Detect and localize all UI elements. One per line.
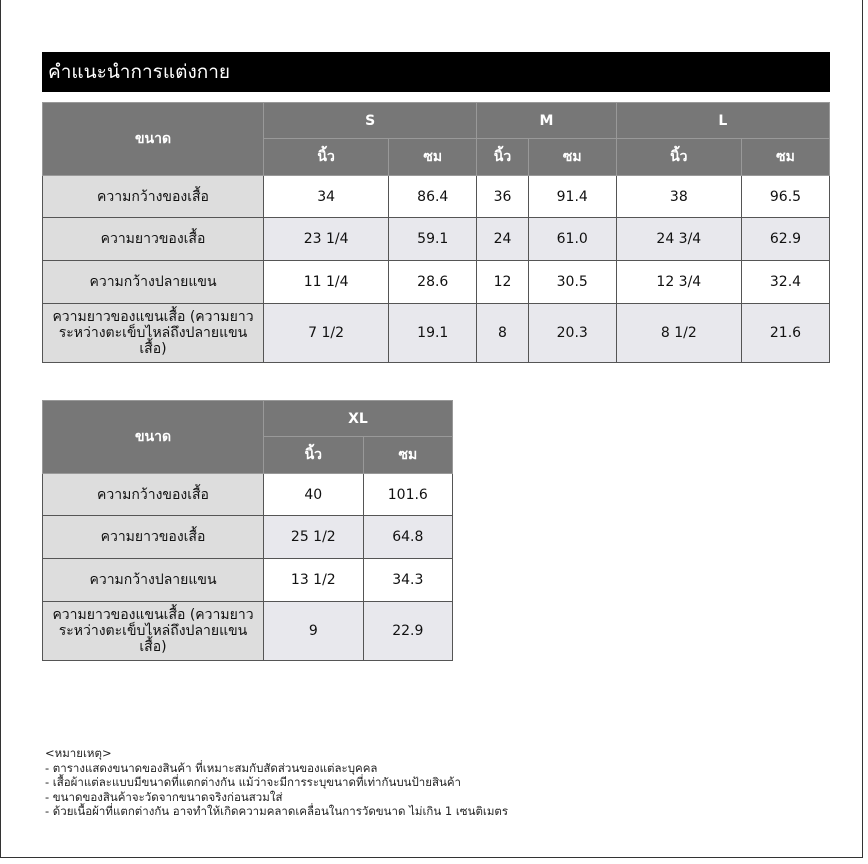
size-column-header: M bbox=[476, 102, 617, 139]
size-header: ขนาด bbox=[42, 400, 264, 474]
cell-value: 13 1/2 bbox=[263, 558, 364, 602]
row-label: ความกว้างของเสื้อ bbox=[42, 473, 264, 516]
cell-value: 28.6 bbox=[388, 260, 478, 304]
cell-value: 19.1 bbox=[388, 303, 478, 363]
cell-value: 91.4 bbox=[527, 175, 617, 218]
cell-value: 59.1 bbox=[388, 217, 478, 261]
table-row: ความกว้างปลายแขน 13 1/2 34.3 bbox=[42, 558, 454, 602]
size-table-xl: ขนาด XL นิ้ว ซม ความกว้างของเสื้อ 40 101.6 ความ… bbox=[42, 400, 454, 661]
cell-value: 23 1/4 bbox=[262, 217, 390, 261]
note-item: - เสื้อผ้าแต่ละแบบมีขนาดที่แตกต่างกัน แม… bbox=[45, 775, 462, 789]
unit-cm-header: ซม bbox=[362, 436, 454, 474]
table-row: ความกว้างของเสื้อ 40 101.6 bbox=[42, 473, 454, 516]
note-item: - ขนาดของสินค้าจะวัดจากขนาดจริงก่อนสวมใส… bbox=[45, 789, 283, 804]
cell-value: 7 1/2 bbox=[262, 303, 390, 363]
cell-value: 21.6 bbox=[740, 303, 831, 363]
cell-value: 34 bbox=[262, 175, 390, 218]
note-item: - ด้วยเนื้อผ้าที่แตกต่างกัน อาจทำให้เกิด… bbox=[45, 804, 509, 818]
notes-heading: <หมายเหตุ> bbox=[45, 746, 112, 760]
table-row: ความยาวของเสื้อ 23 1/4 59.1 24 61.0 24 3/4 62.… bbox=[42, 217, 831, 261]
cell-value: 30.5 bbox=[527, 260, 617, 304]
cell-value: 86.4 bbox=[388, 175, 478, 218]
row-label: ความยาวของเสื้อ bbox=[42, 217, 264, 261]
row-label: ความยาวของเสื้อ bbox=[42, 515, 264, 559]
table-row: ความยาวของแขนเสื้อ (ความยาวระหว่างตะเข็บ… bbox=[42, 303, 831, 363]
size-header: ขนาด bbox=[42, 102, 264, 176]
cell-value: 8 1/2 bbox=[615, 303, 742, 363]
unit-inch-header: นิ้ว bbox=[476, 138, 529, 176]
size-table-s-m-l: ขนาด S M L นิ้ว ซม นิ้ว ซม นิ้ว ซม ความกว้างของเสื… bbox=[42, 102, 831, 363]
cell-value: 22.9 bbox=[362, 601, 454, 661]
row-label: ความกว้างปลายแขน bbox=[42, 260, 264, 304]
table-row: ความกว้างปลายแขน 11 1/4 28.6 12 30.5 12 3/4 32… bbox=[42, 260, 831, 304]
size-column-header: S bbox=[262, 102, 478, 139]
cell-value: 20.3 bbox=[527, 303, 617, 363]
row-label: ความยาวของแขนเสื้อ (ความยาวระหว่างตะเข็บ… bbox=[42, 601, 264, 661]
cell-value: 25 1/2 bbox=[263, 515, 364, 559]
unit-inch-header: นิ้ว bbox=[263, 436, 364, 474]
cell-value: 8 bbox=[476, 303, 529, 363]
unit-cm-header: ซม bbox=[388, 138, 478, 176]
cell-value: 61.0 bbox=[527, 217, 617, 261]
cell-value: 34.3 bbox=[362, 558, 454, 602]
cell-value: 36 bbox=[476, 175, 529, 218]
cell-value: 9 bbox=[263, 601, 364, 661]
cell-value: 11 1/4 bbox=[262, 260, 390, 304]
note-item: - ตารางแสดงขนาดของสินค้า ที่เหมาะสมกับสั… bbox=[45, 760, 378, 775]
unit-cm-header: ซม bbox=[527, 138, 617, 176]
cell-value: 24 3/4 bbox=[615, 217, 742, 261]
size-column-header: XL bbox=[263, 400, 453, 437]
cell-value: 32.4 bbox=[740, 260, 831, 304]
size-column-header: L bbox=[615, 102, 831, 139]
unit-inch-header: นิ้ว bbox=[615, 138, 742, 176]
cell-value: 96.5 bbox=[740, 175, 831, 218]
notes: <หมายเหตุ> - ตารางแสดงขนาดของสินค้า ที่เ… bbox=[45, 746, 508, 819]
row-label: ความกว้างของเสื้อ bbox=[42, 175, 264, 218]
table-row: ความยาวของแขนเสื้อ (ความยาวระหว่างตะเข็บ… bbox=[42, 601, 454, 661]
cell-value: 64.8 bbox=[362, 515, 454, 559]
row-label: ความกว้างปลายแขน bbox=[42, 558, 264, 602]
cell-value: 12 3/4 bbox=[615, 260, 742, 304]
page-title: คำแนะนำการแต่งกาย bbox=[42, 52, 830, 92]
row-label: ความยาวของแขนเสื้อ (ความยาวระหว่างตะเข็บ… bbox=[42, 303, 264, 363]
table-row: ความกว้างของเสื้อ 34 86.4 36 91.4 38 96.5 bbox=[42, 175, 831, 218]
cell-value: 101.6 bbox=[362, 473, 454, 516]
cell-value: 12 bbox=[476, 260, 529, 304]
table-row: ความยาวของเสื้อ 25 1/2 64.8 bbox=[42, 515, 454, 559]
unit-cm-header: ซม bbox=[740, 138, 831, 176]
cell-value: 62.9 bbox=[740, 217, 831, 261]
cell-value: 24 bbox=[476, 217, 529, 261]
unit-inch-header: นิ้ว bbox=[262, 138, 390, 176]
cell-value: 40 bbox=[263, 473, 364, 516]
cell-value: 38 bbox=[615, 175, 742, 218]
